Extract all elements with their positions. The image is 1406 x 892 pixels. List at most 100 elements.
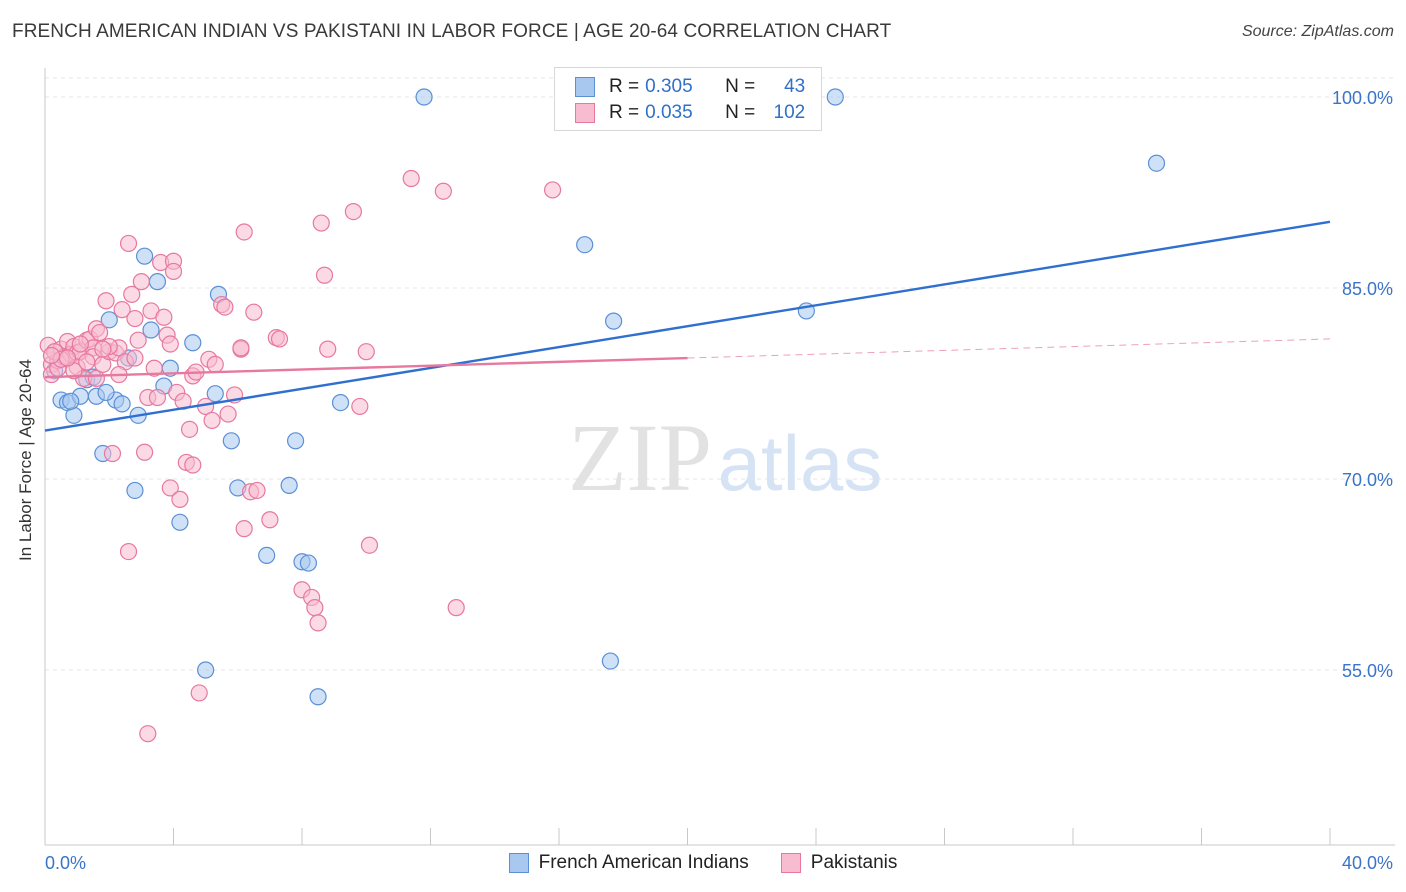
point-pakistani (161, 479, 179, 497)
axis-layer: 55.0% 70.0% 85.0% 100.0% 0.0% 40.0% (44, 68, 1395, 873)
point-pakistani (42, 346, 61, 365)
point-pakistani (434, 182, 452, 200)
point-pakistani (402, 169, 420, 188)
point-french-american-indian (826, 88, 844, 106)
chart-title: FRENCH AMERICAN INDIAN VS PAKISTANI IN L… (12, 21, 892, 42)
point-french-american-indian (184, 334, 202, 352)
point-french-american-indian (601, 652, 620, 670)
point-pakistani (161, 335, 179, 353)
point-french-american-indian (576, 236, 594, 254)
x-tick-label: 40.0% (1342, 853, 1393, 873)
point-french-american-indian (197, 661, 215, 679)
point-pakistani (351, 397, 369, 416)
point-pakistani (171, 490, 189, 508)
series-legend-item-pakistanis[interactable]: Pakistanis (780, 852, 898, 874)
point-pakistani (123, 285, 141, 303)
point-pakistani (447, 599, 465, 617)
point-french-american-indian (286, 432, 305, 450)
legend-swatch-pink (575, 103, 595, 123)
point-french-american-indian (126, 481, 144, 500)
series-swatch-pink (780, 853, 801, 873)
point-pakistani (94, 340, 112, 358)
trend-layer (44, 220, 1331, 432)
point-french-american-indian (113, 395, 131, 413)
point-pakistani (219, 405, 237, 423)
legend-r-value: 0.035 (645, 102, 693, 123)
point-pakistani (119, 542, 138, 561)
point-pakistani (235, 520, 253, 538)
legend-row-pakistanis: R = 0.035 N = 102 (575, 101, 805, 125)
point-french-american-indian (299, 554, 318, 572)
legend-n-value: 102 (773, 102, 806, 123)
source-label: Source: ZipAtlas.com (1241, 23, 1394, 40)
watermark-zip: ZIP (568, 404, 712, 511)
point-pakistani (203, 411, 221, 430)
point-pakistani (184, 456, 202, 474)
point-pakistani (206, 355, 224, 373)
point-pakistani (270, 330, 289, 348)
point-pakistani (126, 309, 144, 328)
x-tick-label: 0.0% (45, 853, 86, 873)
point-french-american-indian (100, 311, 118, 329)
y-tick-label: 100.0% (1332, 88, 1393, 108)
point-french-american-indian (97, 383, 115, 402)
series-swatch-blue (508, 853, 529, 873)
point-pakistani (126, 349, 144, 367)
point-french-american-indian (605, 312, 623, 330)
point-pakistani (543, 181, 562, 199)
point-pakistani (216, 298, 234, 316)
trend-extension-pakistanis (687, 338, 1331, 359)
legend-row-french-american-indians: R = 0.305 N = 43 (575, 75, 805, 99)
point-pakistani (180, 420, 199, 438)
point-french-american-indian (206, 385, 224, 403)
y-axis-label: In Labor Force | Age 20-64 (16, 359, 35, 561)
legend-r-value: 0.305 (645, 76, 693, 97)
y-tick-label: 85.0% (1342, 279, 1393, 299)
legend-r-label: R = (609, 76, 640, 97)
points-layer (39, 88, 1166, 743)
point-pakistani (312, 214, 330, 232)
legend-n-label: N = (725, 76, 756, 97)
point-pakistani (190, 684, 208, 702)
grid-layer (45, 77, 1395, 671)
point-french-american-indian (171, 513, 189, 531)
legend-r-label: R = (609, 102, 640, 123)
point-french-american-indian (309, 688, 327, 706)
point-pakistani (78, 353, 96, 371)
point-french-american-indian (135, 247, 154, 265)
point-pakistani (58, 349, 77, 367)
point-pakistani (245, 303, 263, 321)
point-pakistani (97, 292, 115, 310)
point-pakistani (315, 266, 334, 284)
point-pakistani (155, 308, 173, 326)
legend-n-value: 43 (784, 76, 806, 97)
trend-line-french-american-indians (44, 220, 1331, 432)
point-pakistani (103, 444, 122, 463)
y-tick-label: 70.0% (1342, 470, 1393, 490)
point-pakistani (344, 203, 362, 221)
point-french-american-indian (65, 406, 83, 424)
point-pakistani (164, 262, 183, 281)
point-pakistani (357, 343, 375, 361)
point-french-american-indian (148, 273, 167, 291)
series-legend-label: French American Indians (538, 852, 749, 873)
point-french-american-indian (280, 476, 298, 494)
legend-n-label: N = (725, 102, 756, 123)
point-french-american-indian (222, 432, 240, 450)
watermark-atlas: atlas (718, 419, 883, 507)
point-pakistani (309, 614, 327, 632)
point-pakistani (235, 223, 253, 241)
point-pakistani (132, 273, 150, 291)
point-pakistani (261, 511, 279, 529)
point-pakistani (145, 359, 163, 377)
series-legend-label: Pakistanis (810, 852, 898, 873)
point-pakistani (232, 339, 250, 357)
point-pakistani (71, 335, 89, 353)
series-legend: French American Indians Pakistanis (0, 852, 1406, 874)
legend-swatch-blue (575, 77, 595, 97)
series-legend-item-french-american-indians[interactable]: French American Indians (508, 852, 749, 874)
point-pakistani (113, 301, 131, 319)
point-pakistani (135, 443, 154, 461)
point-pakistani (119, 234, 138, 253)
